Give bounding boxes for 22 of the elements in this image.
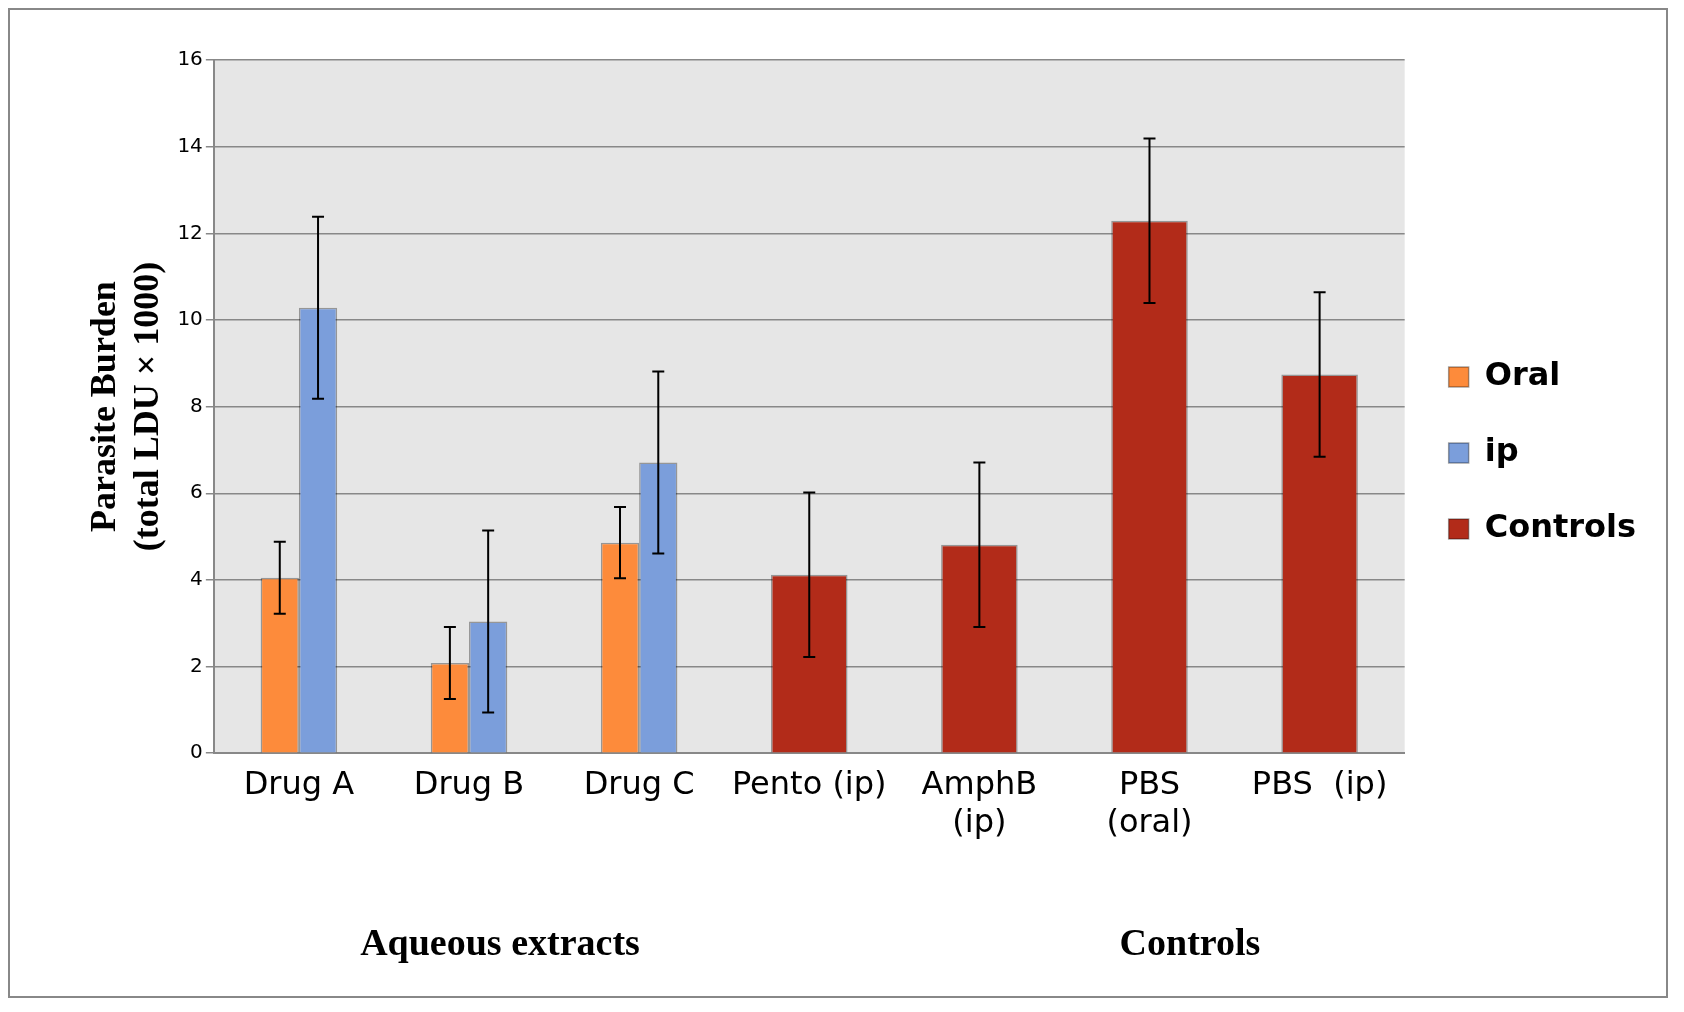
y-tick-label: 16 [177,46,203,71]
legend-label: ip [1484,431,1519,470]
y-tick-label: 0 [190,739,203,764]
y-tick-label: 14 [177,132,203,157]
y-axis-title: Parasite Burden (total LDU × 1000) [82,261,167,552]
x-tick-label: Drug A [243,763,355,802]
legend-label: Controls [1484,507,1636,546]
text: Controls [1119,920,1261,964]
y-tick-label: 10 [177,306,203,331]
x-tick-label: Pento (ip) [731,763,887,802]
y-tick-label: 4 [190,566,203,591]
x-tick-label: AmphB (ip) [921,763,1038,841]
x-tick-label: PBS (ip) [1251,763,1388,802]
text: Aqueous extracts [360,920,640,964]
y-tick-label: 12 [177,219,203,244]
legend-label: Oral [1484,355,1561,394]
y-tick-label: 6 [190,479,203,504]
y-tick-label: 8 [190,392,203,417]
y-tick-label: 2 [190,652,203,677]
x-tick-label: Drug B [413,763,525,802]
x-tick-label: Drug C [583,763,695,802]
x-tick-label: PBS (oral) [1106,763,1193,841]
